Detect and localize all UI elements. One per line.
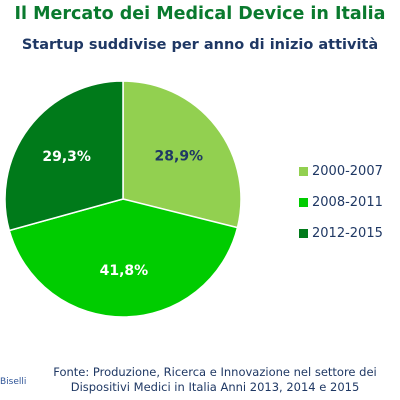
- legend-swatch: [299, 229, 308, 238]
- chart-subtitle: Startup suddivise per anno di inizio att…: [21, 37, 379, 53]
- pie-slice-2008-2011: [8, 198, 239, 318]
- pie-label-2012-2015: 29,3%: [42, 149, 91, 165]
- legend-item-2008-2011: 2008-2011: [299, 187, 399, 218]
- author-credit: Biselli: [0, 377, 27, 387]
- source-line-1: Fonte: Produzione, Ricerca e Innovazione…: [53, 365, 377, 379]
- legend-label: 2008-2011: [312, 195, 383, 210]
- pie-slice-2012-2015: [4, 80, 124, 232]
- legend-swatch: [299, 198, 308, 207]
- legend-item-2012-2015: 2012-2015: [299, 218, 399, 249]
- chart-legend: 2000-2007 2008-2011 2012-2015: [299, 156, 399, 249]
- pie-label-2008-2011: 41,8%: [100, 263, 149, 279]
- source-note: Fonte: Produzione, Ricerca e Innovazione…: [30, 365, 400, 395]
- source-line-2: Dispositivi Medici in Italia Anni 2013, …: [70, 380, 360, 394]
- legend-item-2000-2007: 2000-2007: [299, 156, 399, 187]
- pie-label-2000-2007: 28,9%: [155, 148, 204, 164]
- legend-swatch: [299, 167, 308, 176]
- chart-title: Il Mercato dei Medical Device in Italia: [14, 4, 386, 24]
- pie-slice-2000-2007: [122, 80, 242, 229]
- legend-label: 2012-2015: [312, 226, 383, 241]
- legend-label: 2000-2007: [312, 164, 383, 179]
